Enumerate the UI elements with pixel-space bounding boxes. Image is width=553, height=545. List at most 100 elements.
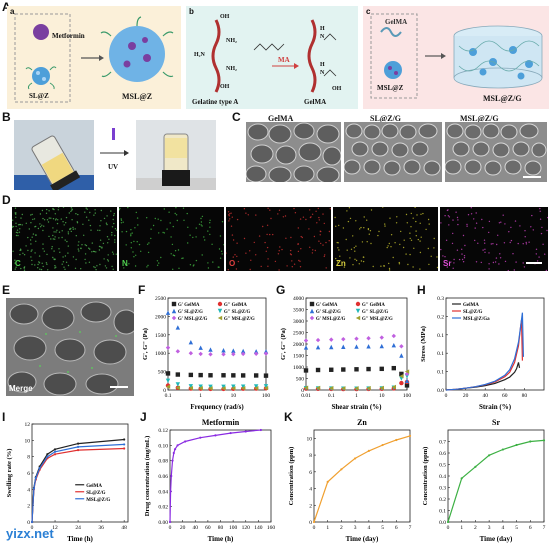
label-gelatin: Gelatine type A xyxy=(192,98,239,106)
data-point xyxy=(404,374,410,379)
eds-dot xyxy=(436,256,438,258)
data-point xyxy=(391,365,396,371)
eds-dot xyxy=(291,266,293,268)
eds-dot xyxy=(309,216,312,219)
eds-dot xyxy=(175,207,177,209)
data-point xyxy=(263,373,269,378)
eds-dot xyxy=(75,213,77,215)
eds-dot xyxy=(112,268,114,270)
data-point xyxy=(76,445,80,448)
eds-dot xyxy=(134,265,137,267)
y-tick-label: 0.1 xyxy=(439,509,446,515)
plot-frame xyxy=(169,429,272,523)
eds-dot xyxy=(392,256,394,259)
y-tick-label: 0.12 xyxy=(158,428,168,434)
eds-dot xyxy=(156,264,159,266)
y-tick-label: 0.1 xyxy=(437,333,444,339)
eds-dot xyxy=(453,262,455,264)
eds-dot xyxy=(386,246,388,249)
eds-dot xyxy=(266,246,269,249)
legend-label: G'' GelMA xyxy=(362,303,385,308)
data-point xyxy=(542,439,546,442)
data-point xyxy=(171,315,177,321)
data-point xyxy=(341,344,346,349)
eds-dot xyxy=(452,267,454,269)
eds-dot xyxy=(175,214,178,216)
eds-dot xyxy=(189,234,191,236)
eds-dot xyxy=(48,217,50,219)
data-point xyxy=(240,373,246,378)
eds-dot xyxy=(107,260,110,262)
eds-dot xyxy=(25,245,27,247)
eds-dot xyxy=(230,212,232,214)
eds-dot xyxy=(324,254,326,256)
eds-dot xyxy=(314,249,316,252)
eds-dot xyxy=(30,222,32,224)
eds-dot xyxy=(19,223,22,226)
eds-dot xyxy=(274,260,277,263)
eds-dot xyxy=(446,266,448,268)
eds-dot xyxy=(61,263,63,265)
eds-dot xyxy=(361,241,364,243)
eds-dot xyxy=(163,208,165,210)
data-point xyxy=(208,386,213,391)
eds-dot xyxy=(106,215,108,217)
eds-dot xyxy=(207,230,209,232)
eds-dot xyxy=(52,256,54,259)
eds-dot xyxy=(125,244,127,246)
eds-dot xyxy=(147,264,149,267)
eds-dot xyxy=(488,252,490,254)
label-ma: MA xyxy=(278,56,290,64)
eds-dot xyxy=(67,245,69,247)
eds-dot xyxy=(323,222,325,225)
legend-label: G'' MSL@Z/G xyxy=(224,317,255,322)
eds-dot xyxy=(56,222,59,225)
series-line xyxy=(447,439,545,523)
eds-dot xyxy=(299,218,302,220)
eds-dot xyxy=(325,267,327,269)
eds-dot xyxy=(250,259,252,261)
eds-dot xyxy=(41,262,43,264)
eds-dot xyxy=(154,217,156,220)
eds-dot xyxy=(388,242,390,245)
eds-dot xyxy=(12,225,13,227)
y-tick-label: 4 xyxy=(309,487,312,493)
data-point xyxy=(303,338,309,343)
eds-dot xyxy=(99,225,101,227)
x-tick-label: 3 xyxy=(354,525,357,531)
data-point xyxy=(169,490,172,493)
eds-dot xyxy=(538,256,540,258)
x-tick-label: 100 xyxy=(403,393,412,399)
y-tick-label: 1500 xyxy=(155,333,166,339)
eds-dot xyxy=(338,249,340,251)
eds-dot xyxy=(48,235,50,238)
photo-vial-after xyxy=(136,120,216,190)
data-point xyxy=(123,447,126,450)
y-tick-label: 0.3 xyxy=(439,486,446,492)
y-tick-label: 2500 xyxy=(293,331,304,337)
legend-label: G'' SL@Z/G xyxy=(362,310,388,315)
data-point xyxy=(53,450,57,453)
eds-dot xyxy=(31,213,33,216)
eds-dot xyxy=(52,218,55,220)
data-point xyxy=(170,474,173,478)
eds-dot xyxy=(38,255,41,257)
eds-dot xyxy=(336,241,338,244)
eds-dot xyxy=(300,235,302,238)
eds-dots-sr xyxy=(440,207,548,271)
eds-dot xyxy=(136,217,139,219)
eds-dot xyxy=(75,258,77,261)
eds-dot xyxy=(452,232,454,235)
data-point xyxy=(165,384,171,389)
eds-dot xyxy=(488,268,490,270)
eds-dot xyxy=(72,228,74,230)
eds-dot xyxy=(368,233,370,235)
eds-dot xyxy=(394,242,396,244)
eds-dot xyxy=(456,249,459,251)
eds-dot xyxy=(125,230,128,233)
eds-dot xyxy=(66,240,68,243)
y-tick-label: 10 xyxy=(25,438,31,444)
eds-dot xyxy=(328,240,330,242)
eds-dot xyxy=(482,226,484,229)
eds-dot xyxy=(490,243,492,245)
